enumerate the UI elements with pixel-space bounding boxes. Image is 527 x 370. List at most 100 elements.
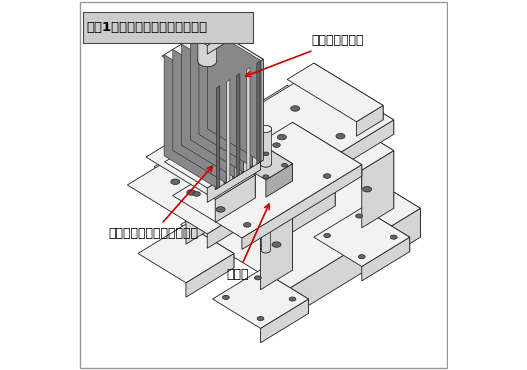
Polygon shape [259, 61, 261, 163]
Polygon shape [292, 122, 362, 176]
Polygon shape [181, 44, 235, 178]
Polygon shape [181, 13, 234, 46]
Polygon shape [363, 186, 372, 192]
Polygon shape [287, 63, 383, 122]
Polygon shape [244, 164, 250, 167]
Polygon shape [330, 131, 394, 170]
Polygon shape [171, 179, 180, 185]
Polygon shape [239, 162, 335, 221]
Polygon shape [260, 270, 308, 313]
Polygon shape [260, 193, 292, 270]
Polygon shape [242, 165, 362, 249]
Polygon shape [164, 55, 217, 188]
Polygon shape [260, 129, 271, 167]
Polygon shape [257, 316, 264, 321]
Polygon shape [207, 155, 260, 202]
Polygon shape [212, 270, 308, 328]
Polygon shape [239, 147, 292, 180]
Polygon shape [356, 105, 383, 136]
Polygon shape [287, 192, 335, 235]
Polygon shape [186, 253, 234, 297]
Polygon shape [260, 125, 271, 132]
Polygon shape [198, 26, 217, 38]
Polygon shape [227, 80, 230, 183]
Polygon shape [314, 63, 383, 120]
Polygon shape [190, 39, 243, 172]
Polygon shape [261, 192, 270, 253]
Polygon shape [261, 248, 270, 253]
Polygon shape [362, 131, 394, 208]
Polygon shape [266, 147, 292, 181]
Polygon shape [198, 26, 217, 61]
Polygon shape [250, 66, 252, 168]
Polygon shape [356, 214, 363, 218]
FancyBboxPatch shape [83, 12, 253, 43]
Polygon shape [146, 132, 255, 199]
Polygon shape [241, 71, 243, 174]
Polygon shape [186, 132, 255, 198]
Polygon shape [216, 207, 225, 212]
Polygon shape [198, 32, 217, 67]
Polygon shape [128, 71, 394, 234]
Polygon shape [314, 208, 409, 266]
Polygon shape [243, 223, 251, 227]
Polygon shape [362, 208, 409, 252]
Polygon shape [261, 190, 270, 195]
Polygon shape [187, 190, 196, 195]
Polygon shape [193, 192, 200, 196]
Polygon shape [222, 295, 229, 299]
Polygon shape [314, 143, 421, 237]
Polygon shape [215, 59, 263, 189]
Polygon shape [154, 147, 218, 186]
Polygon shape [186, 224, 234, 268]
Polygon shape [277, 134, 286, 140]
Polygon shape [314, 71, 394, 134]
Polygon shape [287, 208, 421, 319]
Polygon shape [207, 29, 234, 54]
Polygon shape [162, 27, 263, 88]
Polygon shape [324, 174, 331, 178]
Polygon shape [218, 130, 260, 170]
Polygon shape [257, 61, 260, 164]
Polygon shape [199, 33, 252, 167]
Polygon shape [237, 74, 240, 176]
Polygon shape [173, 49, 226, 183]
Polygon shape [186, 147, 218, 225]
Polygon shape [281, 164, 288, 167]
Polygon shape [247, 67, 250, 170]
Polygon shape [208, 28, 261, 162]
Polygon shape [263, 152, 269, 156]
Polygon shape [207, 13, 234, 38]
Polygon shape [181, 143, 421, 290]
Polygon shape [210, 27, 263, 160]
Polygon shape [260, 299, 308, 343]
Polygon shape [324, 233, 330, 238]
Polygon shape [287, 105, 319, 182]
Polygon shape [291, 106, 300, 111]
Polygon shape [273, 143, 280, 147]
Polygon shape [198, 55, 217, 67]
Polygon shape [255, 85, 319, 125]
Polygon shape [260, 125, 271, 164]
Polygon shape [261, 190, 270, 250]
Polygon shape [164, 130, 260, 188]
Polygon shape [287, 162, 335, 206]
Polygon shape [362, 151, 394, 228]
Polygon shape [391, 235, 397, 239]
Polygon shape [287, 85, 319, 163]
Polygon shape [358, 255, 365, 259]
Polygon shape [233, 77, 235, 179]
Polygon shape [207, 120, 394, 248]
Polygon shape [138, 224, 234, 283]
Polygon shape [224, 82, 226, 184]
Polygon shape [229, 193, 292, 232]
Polygon shape [215, 87, 217, 189]
Text: フローティングジョイント: フローティングジョイント [108, 166, 212, 240]
Polygon shape [263, 175, 269, 178]
Polygon shape [272, 242, 281, 247]
Polygon shape [215, 175, 255, 222]
Text: エアーシリンダ: エアーシリンダ [246, 34, 364, 77]
Polygon shape [336, 134, 345, 139]
Text: 【図1】直動機構の連結方法事例: 【図1】直動機構の連結方法事例 [86, 21, 208, 34]
Polygon shape [255, 276, 261, 280]
